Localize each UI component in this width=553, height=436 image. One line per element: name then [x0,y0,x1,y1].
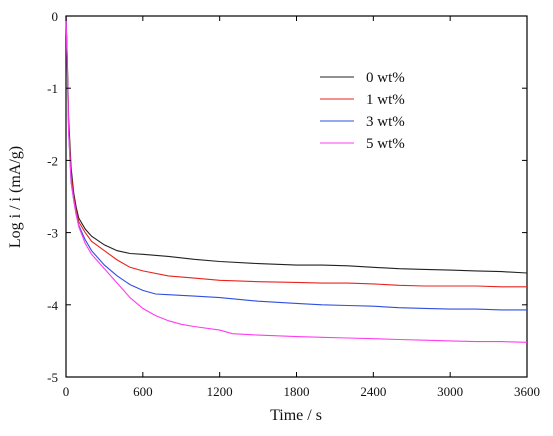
series-group [65,15,528,343]
x-axis-title: Time / s [270,407,322,424]
y-tick-label: -1 [47,81,58,96]
series-line-1 [65,15,527,288]
legend-label-2: 3 wt% [366,114,405,130]
x-tick-label: 2400 [360,384,386,399]
y-tick-label: -3 [47,226,58,241]
plot-area [65,15,528,378]
series-line-3 [65,15,528,343]
plot-frame [65,15,528,378]
y-tick-label: -2 [47,153,58,168]
legend-label-1: 1 wt% [366,92,405,108]
x-tick-label: 1800 [284,384,310,399]
x-tick-label: 3600 [514,384,540,399]
axes-group: 0 600 1200 1800 2400 3000 3600 0 -1 -2 -3 -4 -5 [47,9,540,399]
y-tick-label: -4 [47,298,58,313]
x-tick-label: 1200 [207,384,233,399]
y-tick-label: 0 [52,9,59,24]
x-tick-label: 3000 [437,384,463,399]
legend: 0 wt% 1 wt% 3 wt% 5 wt% [320,70,405,152]
x-tick-label: 0 [63,384,70,399]
series-line-0 [65,15,528,274]
series-line-2 [65,15,527,311]
y-tick-label: -5 [47,370,58,385]
x-tick-label: 600 [133,384,153,399]
legend-label-3: 5 wt% [366,136,405,152]
legend-label-0: 0 wt% [366,70,405,86]
y-axis-title: Log i / i (mA/g) [7,146,24,248]
